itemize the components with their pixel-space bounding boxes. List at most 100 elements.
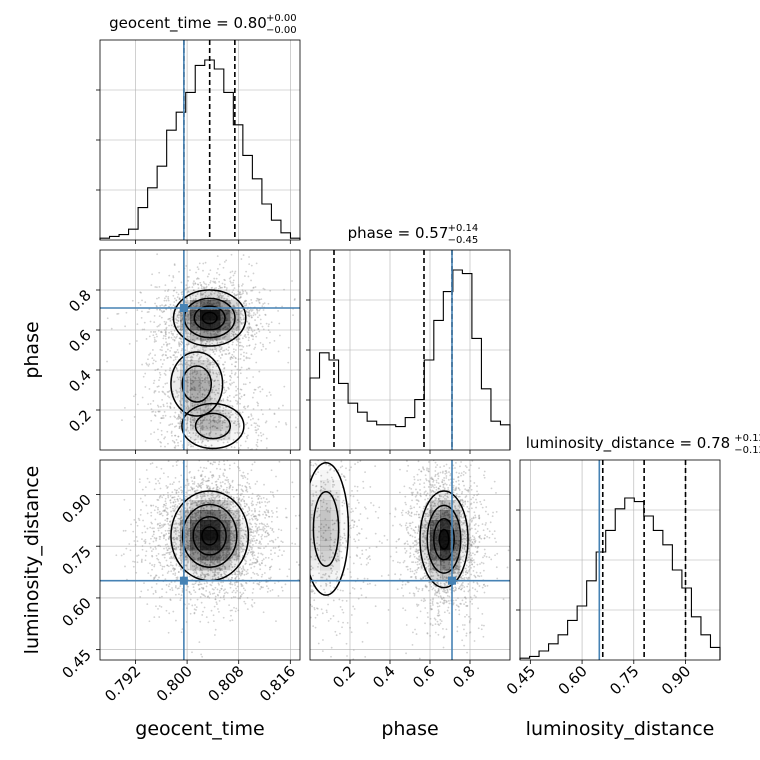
scatter-point: [278, 322, 281, 325]
scatter-point: [220, 294, 223, 297]
scatter-point: [175, 291, 178, 294]
scatter-point: [204, 561, 207, 564]
scatter-point: [257, 386, 260, 389]
scatter-point: [252, 537, 255, 540]
scatter-point: [226, 426, 229, 429]
scatter-point: [197, 516, 200, 519]
scatter-point: [171, 587, 173, 589]
scatter-point: [157, 522, 159, 525]
scatter-point: [193, 345, 195, 348]
scatter-point: [204, 562, 206, 565]
scatter-point: [199, 419, 202, 422]
scatter-point: [220, 340, 223, 343]
scatter-point: [180, 412, 183, 415]
scatter-point: [203, 501, 206, 504]
histogram-geocent_time: [99, 59, 301, 240]
scatter-point: [213, 454, 215, 456]
scatter-point: [145, 550, 148, 553]
scatter-point: [239, 295, 242, 298]
scatter-point: [274, 546, 277, 549]
scatter-point: [197, 441, 200, 444]
scatter-point: [151, 410, 154, 413]
scatter-point: [120, 554, 123, 557]
density-cell: [200, 420, 211, 431]
scatter-point: [174, 476, 177, 479]
scatter-point: [233, 530, 235, 533]
scatter-point: [190, 445, 192, 448]
scatter-point: [204, 401, 206, 404]
scatter-point: [202, 419, 205, 422]
scatter-point: [204, 575, 207, 578]
scatter-point: [247, 275, 250, 278]
scatter-point: [181, 317, 184, 320]
scatter-point: [135, 340, 138, 342]
scatter-point: [184, 555, 187, 558]
scatter-point: [247, 367, 250, 370]
scatter-point: [216, 427, 219, 429]
scatter-point: [154, 302, 156, 305]
scatter-point: [218, 495, 221, 498]
scatter-point: [184, 514, 187, 517]
scatter-point: [273, 552, 276, 554]
scatter-point: [170, 564, 172, 567]
scatter-point: [242, 290, 245, 293]
scatter-point: [162, 505, 165, 508]
scatter-point: [176, 538, 179, 541]
scatter-point: [230, 335, 233, 338]
scatter-point: [278, 545, 281, 548]
scatter-point: [232, 348, 235, 351]
scatter-point: [175, 547, 178, 549]
scatter-point: [168, 336, 170, 339]
scatter-point: [237, 555, 240, 558]
scatter-point: [185, 400, 188, 403]
scatter-point: [268, 408, 271, 411]
scatter-point: [240, 488, 243, 491]
scatter-point: [202, 287, 205, 290]
scatter-point: [125, 547, 128, 550]
scatter-point: [268, 533, 270, 536]
scatter-point: [242, 406, 245, 409]
scatter-point: [223, 336, 225, 339]
scatter-point: [201, 569, 203, 572]
scatter-point: [223, 559, 226, 562]
scatter-point: [250, 514, 253, 517]
scatter-point: [199, 567, 202, 570]
scatter-point: [159, 562, 162, 564]
scatter-point: [263, 451, 265, 453]
scatter-point: [174, 530, 177, 532]
scatter-point: [192, 473, 194, 475]
scatter-point: [166, 290, 169, 292]
scatter-point: [227, 497, 229, 500]
scatter-point: [258, 471, 260, 473]
scatter-point: [175, 389, 177, 392]
scatter-point: [205, 505, 208, 508]
scatter-point: [264, 500, 266, 503]
scatter-point: [198, 557, 201, 560]
scatter-point: [175, 546, 177, 549]
scatter-point: [207, 330, 209, 333]
scatter-point: [173, 263, 176, 266]
scatter-point: [158, 495, 161, 498]
scatter-point: [196, 293, 199, 295]
scatter-point: [164, 382, 167, 385]
scatter-point: [245, 573, 248, 576]
scatter-point: [211, 388, 214, 391]
scatter-point: [174, 351, 177, 354]
scatter-point: [202, 286, 205, 289]
scatter-point: [199, 339, 202, 342]
scatter-point: [241, 570, 244, 573]
scatter-point: [215, 375, 218, 378]
scatter-point: [308, 419, 310, 421]
scatter-point: [187, 332, 190, 335]
scatter-point: [239, 357, 242, 360]
scatter-point: [220, 567, 223, 570]
scatter-point: [250, 334, 253, 337]
scatter-point: [242, 517, 244, 520]
scatter-point: [221, 559, 224, 562]
scatter-point: [233, 552, 236, 555]
scatter-point: [227, 386, 230, 389]
scatter-point: [294, 514, 297, 517]
scatter-point: [186, 544, 189, 547]
scatter-point: [141, 396, 144, 399]
scatter-point: [211, 397, 213, 400]
